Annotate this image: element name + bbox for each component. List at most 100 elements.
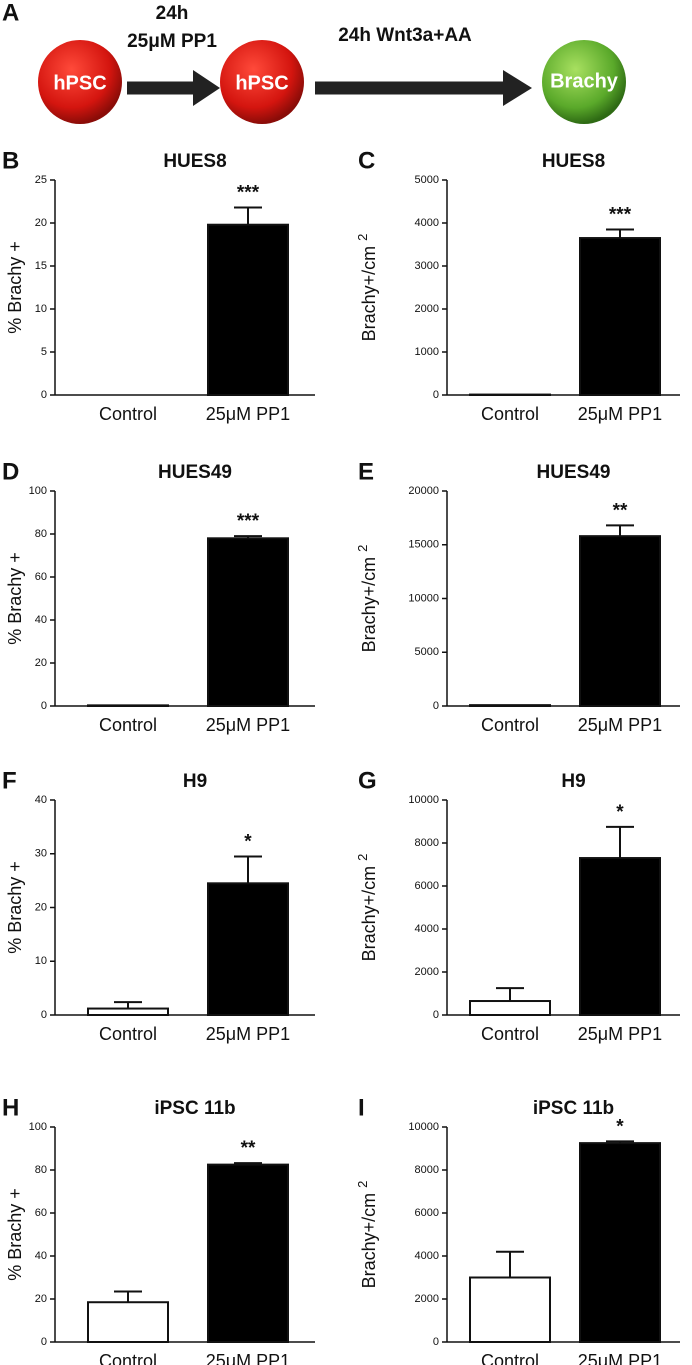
chart-title: iPSC 11b: [154, 1098, 235, 1119]
error-bar: [606, 524, 634, 537]
panel-a: A hPSC 24h 25μM PP1 hPSC 24h Wnt3a+AA Br…: [2, 0, 626, 124]
x-tick-label: 25μM PP1: [206, 1024, 290, 1044]
panel-label: H: [2, 1094, 19, 1121]
y-axis-label: % Brachy +: [5, 861, 25, 954]
y-axis-label: % Brachy +: [5, 552, 25, 645]
significance-label: **: [613, 500, 628, 521]
chart: E HUES49 Brachy+/cm 2 0 5000 10000 15000 20000 Co…: [355, 458, 680, 735]
x-tick-label: Control: [481, 715, 539, 735]
x-tick-label: Control: [99, 715, 157, 735]
cell-label: Brachy: [550, 70, 619, 92]
y-axis-label-sup: 2: [355, 234, 370, 241]
step-time: 24h: [156, 3, 189, 24]
error-bar: [234, 855, 262, 884]
panel-label: D: [2, 458, 19, 485]
cell-circle: [38, 40, 122, 124]
y-tick-label: 40: [35, 1250, 47, 1262]
x-tick-label: 25μM PP1: [578, 1351, 662, 1365]
y-axis-label: Brachy+/cm 2: [355, 854, 378, 962]
step-treatment: 24h Wnt3a+AA: [338, 25, 472, 46]
error-bar: [234, 206, 262, 225]
panel-label: A: [2, 0, 19, 26]
chart-title: H9: [561, 771, 585, 792]
error-bar: [114, 1290, 142, 1303]
bar: [579, 535, 661, 708]
x-tick-label: Control: [481, 1024, 539, 1044]
y-tick-label: 20: [35, 217, 47, 229]
x-tick-label: Control: [99, 404, 157, 424]
y-axis-label-text: % Brachy +: [5, 552, 25, 645]
bar: [469, 1000, 551, 1017]
error-bar: [114, 1001, 142, 1009]
chart: C HUES8 Brachy+/cm 2 0 1000 2000 3000 4000 5000 Co…: [355, 147, 680, 424]
y-axis-label: % Brachy +: [5, 241, 25, 334]
y-tick-label: 15000: [408, 539, 439, 551]
y-tick-label: 80: [35, 528, 47, 540]
chart: F H9 % Brachy + 0 10 20 30 40 Control 25μM PP1 *: [2, 767, 315, 1044]
bar: [87, 704, 169, 707]
y-tick-label: 25: [35, 174, 47, 186]
significance-label: *: [616, 802, 624, 823]
error-bar: [606, 1140, 634, 1144]
y-tick-label: 15: [35, 260, 47, 272]
y-tick-label: 60: [35, 1207, 47, 1219]
x-tick-label: Control: [481, 1351, 539, 1365]
y-tick-label: 20: [35, 657, 47, 669]
chart: G H9 Brachy+/cm 2 0 2000 4000 6000 8000 10000 Cont…: [355, 767, 680, 1044]
x-tick-label: 25μM PP1: [206, 1351, 290, 1365]
chart-title: iPSC 11b: [533, 1098, 614, 1119]
y-axis-label: Brachy+/cm 2: [355, 1181, 378, 1289]
bar: [87, 1007, 169, 1016]
error-bar: [234, 535, 262, 539]
chart: D HUES49 % Brachy + 0 20 40 60 80 100 Control 25μM…: [2, 458, 315, 735]
y-axis-label-text: Brachy+/cm: [359, 246, 379, 342]
y-axis-label-text: Brachy+/cm: [359, 1193, 379, 1289]
y-tick-label: 0: [41, 700, 47, 712]
chart-title: HUES8: [163, 151, 226, 172]
y-tick-label: 60: [35, 571, 47, 583]
x-tick-label: Control: [99, 1024, 157, 1044]
y-axis-label: Brachy+/cm 2: [355, 545, 378, 653]
y-tick-label: 20: [35, 901, 47, 913]
bar: [579, 1142, 661, 1343]
y-tick-label: 4000: [415, 1250, 439, 1262]
y-tick-label: 10: [35, 955, 47, 967]
bar: [469, 704, 551, 708]
y-tick-label: 0: [41, 1336, 47, 1348]
bar: [207, 1163, 289, 1343]
y-tick-label: 5000: [415, 174, 439, 186]
y-tick-label: 20000: [408, 485, 439, 497]
cell-circle: [542, 40, 626, 124]
y-tick-label: 6000: [415, 1207, 439, 1219]
arrow-head: [503, 70, 532, 106]
y-tick-label: 100: [29, 485, 47, 497]
y-tick-label: 5000: [415, 646, 439, 658]
y-tick-label: 80: [35, 1164, 47, 1176]
y-axis-label-text: % Brachy +: [5, 1188, 25, 1281]
y-tick-label: 0: [433, 1336, 439, 1348]
y-tick-label: 6000: [415, 880, 439, 892]
y-axis-label-sup: 2: [355, 1181, 370, 1188]
x-tick-label: 25μM PP1: [578, 404, 662, 424]
y-axis-label-text: Brachy+/cm: [359, 866, 379, 962]
x-tick-label: 25μM PP1: [206, 404, 290, 424]
y-tick-label: 4000: [415, 923, 439, 935]
significance-label: ***: [609, 204, 632, 225]
y-tick-label: 10000: [408, 1121, 439, 1133]
panel-label: F: [2, 767, 17, 794]
significance-label: *: [244, 831, 252, 852]
panel-label: C: [358, 147, 375, 174]
y-tick-label: 2000: [415, 303, 439, 315]
y-tick-label: 4000: [415, 217, 439, 229]
y-axis-label-text: % Brachy +: [5, 241, 25, 334]
x-tick-label: Control: [481, 404, 539, 424]
y-tick-label: 8000: [415, 1164, 439, 1176]
error-bar: [496, 1250, 524, 1278]
panel-label: G: [358, 767, 377, 794]
x-tick-label: Control: [99, 1351, 157, 1365]
cell-label: hPSC: [235, 72, 288, 94]
error-bar: [606, 825, 634, 859]
